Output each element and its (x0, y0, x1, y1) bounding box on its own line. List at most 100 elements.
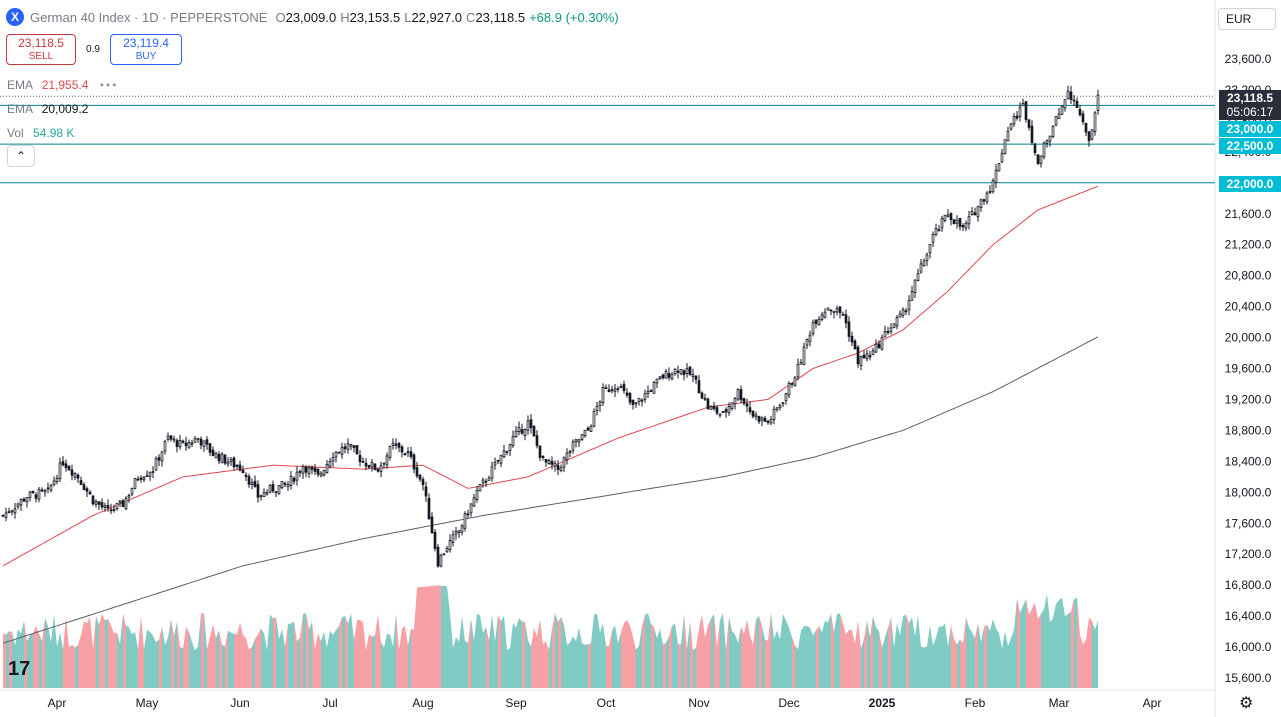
volume-bar (123, 613, 126, 688)
symbol-header[interactable]: X German 40 Index · 1D · PEPPERSTONE O 2… (6, 6, 619, 28)
volume-bar (999, 633, 1002, 688)
volume-bar (216, 630, 219, 688)
gear-icon[interactable]: ⚙ (1239, 695, 1254, 712)
candle-body (856, 346, 860, 365)
volume-bar (741, 626, 744, 688)
collapse-legend-button[interactable]: ⌃ (7, 145, 35, 167)
volume-bar (996, 628, 999, 688)
candle-body (40, 489, 44, 492)
candle-body (1090, 129, 1094, 140)
ema-200-name: EMA (7, 102, 33, 116)
high-label: H (340, 9, 350, 25)
candle-body (1063, 99, 1067, 109)
candle-body (490, 466, 494, 479)
volume-bar (804, 625, 807, 688)
candle-body (235, 464, 239, 467)
ema-50-legend[interactable]: EMA 21,955.4 ••• (7, 78, 118, 92)
volume-bar (198, 613, 201, 688)
volume-bar (870, 615, 873, 688)
candle-body (757, 416, 761, 422)
volume-bar (837, 613, 840, 688)
candle-body (829, 309, 833, 312)
candle-body (1027, 119, 1031, 128)
candle-body (82, 484, 86, 491)
time-tick-label: Oct (597, 696, 616, 710)
candle-body (319, 472, 323, 477)
price-tick-label: 17,200.0 (1225, 547, 1272, 561)
candle-body (988, 190, 992, 193)
volume-bar (219, 630, 222, 688)
price-tick-label: 17,600.0 (1225, 516, 1272, 530)
volume-bar (1038, 613, 1041, 688)
level-label-22500: 22,500.0 (1219, 138, 1281, 154)
volume-bar (141, 616, 144, 688)
candle-body (907, 300, 911, 311)
candle-body (262, 491, 266, 497)
volume-bar (1044, 593, 1047, 688)
volume-bar (525, 621, 528, 688)
candle-body (325, 463, 329, 473)
volume-bar (555, 613, 558, 688)
volume-bar (486, 627, 489, 688)
candle-body (73, 473, 77, 478)
sell-price: 23,118.5 (18, 35, 64, 50)
volume-bar (87, 616, 90, 688)
volume-bar (24, 620, 27, 688)
candle-body (1087, 131, 1091, 142)
volume-bar (363, 622, 366, 688)
volume-bar (27, 635, 30, 688)
volume-bar (261, 628, 264, 688)
volume-bar (720, 612, 723, 688)
candle-body (973, 212, 977, 216)
candle-body (1078, 108, 1082, 116)
volume-bar (1059, 597, 1062, 688)
volume-bar (111, 625, 114, 688)
candle-body (130, 488, 134, 495)
tradingview-logo[interactable]: 17 (8, 658, 31, 680)
candle-body (853, 340, 857, 350)
volume-bar (489, 614, 492, 688)
volume-legend[interactable]: Vol 54.98 K (7, 126, 74, 140)
candle-body (694, 375, 698, 380)
volume-bar (240, 622, 243, 688)
volume-bar (945, 623, 948, 688)
candle-body (181, 440, 185, 443)
candle-body (76, 474, 80, 479)
candle-body (955, 219, 959, 224)
more-options-icon[interactable]: ••• (99, 78, 119, 92)
volume-bar (384, 633, 387, 688)
ema-200-legend[interactable]: EMA 20,009.2 (7, 102, 88, 116)
low-value: 22,927.0 (411, 9, 463, 25)
candle-body (313, 467, 317, 472)
volume-bar (1089, 617, 1092, 688)
candle-body (748, 407, 752, 412)
volume-bar (441, 585, 444, 688)
volume-bar (390, 634, 393, 688)
buy-button[interactable]: 23,119.4 BUY (110, 34, 182, 65)
horizontal-levels[interactable] (0, 95, 1215, 184)
volume-bar (852, 630, 855, 688)
volume-bar (54, 614, 57, 688)
candle-body (844, 314, 848, 324)
candle-body (1012, 116, 1016, 125)
volume-bar (243, 635, 246, 688)
volume-bar (582, 643, 585, 688)
symbol-title[interactable]: German 40 Index · 1D · PEPPERSTONE (30, 9, 268, 25)
candle-body (1021, 103, 1025, 107)
candle-body (958, 217, 962, 227)
currency-selector[interactable]: EUR (1218, 8, 1276, 30)
sell-button[interactable]: 23,118.5 SELL (6, 34, 76, 65)
volume-bar (495, 615, 498, 688)
candle-body (994, 169, 998, 184)
volume-bar (936, 626, 939, 688)
price-tick-label: 20,400.0 (1225, 300, 1272, 314)
volume-bar (66, 617, 69, 688)
volume-bar (807, 625, 810, 688)
time-tick-label: Jul (322, 696, 337, 710)
candle-body (646, 390, 650, 394)
volume-bar (1047, 593, 1050, 688)
candle-body (892, 323, 896, 329)
volume-bar (978, 623, 981, 688)
candle-body (727, 405, 731, 414)
